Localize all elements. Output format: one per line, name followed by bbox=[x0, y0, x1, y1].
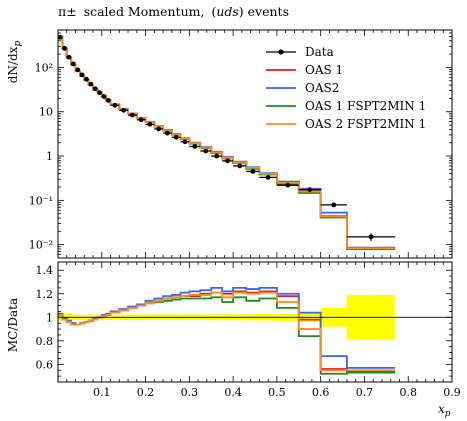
legend-label-3: OAS 2 FSPT2MIN 1 bbox=[305, 117, 426, 131]
main-frame bbox=[57, 29, 453, 259]
title-events-prefix: ( bbox=[211, 4, 216, 19]
x-axis-title-subscript: p bbox=[445, 409, 451, 419]
data-point-5 bbox=[79, 72, 85, 78]
y-tick-label: 10⁻² bbox=[29, 239, 53, 252]
ratio-y-tick-label: 1.4 bbox=[36, 264, 54, 277]
data-point-30 bbox=[331, 202, 337, 208]
data-point-13 bbox=[121, 107, 127, 113]
title-rest: scaled Momentum, bbox=[84, 4, 205, 19]
legend-data-marker bbox=[278, 49, 284, 55]
data-point-27 bbox=[265, 174, 271, 180]
data-point-17 bbox=[156, 126, 162, 132]
legend-data-label: Data bbox=[305, 45, 334, 59]
data-point-26 bbox=[250, 169, 256, 174]
chart-title: π± scaled Momentum, (uds) events bbox=[58, 4, 289, 19]
data-point-4 bbox=[75, 67, 81, 73]
data-point-3 bbox=[70, 61, 76, 67]
y-tick-label: 10 bbox=[39, 106, 53, 119]
legend: Data OAS 1 OAS2 OAS 1 FSPT2MIN 1 OAS 2 FSPT2… bbox=[266, 45, 426, 131]
data-point-0 bbox=[58, 34, 63, 40]
y-axis-title: dN/dxp bbox=[6, 41, 23, 84]
x-tick-label: 0.8 bbox=[399, 386, 417, 399]
data-point-1 bbox=[62, 45, 67, 51]
legend-label-2: OAS 1 FSPT2MIN 1 bbox=[305, 99, 426, 113]
data-point-14 bbox=[130, 112, 135, 118]
ratio-axis-title: MC/Data bbox=[6, 298, 20, 352]
data-point-15 bbox=[138, 117, 144, 123]
data-point-25 bbox=[237, 163, 243, 169]
data-point-29 bbox=[307, 187, 313, 192]
main-plot bbox=[58, 34, 396, 250]
y-tick-label: 10⁻¹ bbox=[29, 194, 53, 207]
x-tick-label: 0.6 bbox=[312, 386, 330, 399]
data-point-9 bbox=[97, 90, 102, 96]
data-point-6 bbox=[84, 76, 89, 82]
title-events-suffix: ) events bbox=[239, 4, 289, 19]
data-point-21 bbox=[192, 144, 198, 149]
data-point-7 bbox=[88, 81, 94, 87]
data-point-20 bbox=[182, 139, 188, 145]
data-point-10 bbox=[101, 94, 107, 99]
ratio-y-tick-label: 0.6 bbox=[36, 358, 54, 371]
ratio-y-tick-label: 1.2 bbox=[36, 288, 54, 301]
title-particle: π± bbox=[58, 4, 77, 19]
data-point-12 bbox=[112, 102, 118, 108]
x-tick-label: 0.5 bbox=[268, 386, 286, 399]
data-point-31 bbox=[368, 234, 374, 240]
y-axis-title-subscript: p bbox=[13, 41, 23, 47]
data-point-11 bbox=[105, 98, 111, 103]
data-point-19 bbox=[173, 134, 179, 140]
data-point-22 bbox=[203, 148, 209, 154]
title-process: uds bbox=[216, 4, 238, 19]
x-tick-label: 0.3 bbox=[181, 386, 199, 399]
data-point-2 bbox=[66, 54, 72, 60]
legend-label-0: OAS 1 bbox=[305, 63, 343, 77]
x-tick-label: 0.7 bbox=[356, 386, 374, 399]
y-tick-label: 10² bbox=[35, 61, 53, 74]
y-tick-label: 1 bbox=[46, 150, 53, 163]
legend-label-1: OAS2 bbox=[305, 81, 339, 95]
x-tick-label: 0.9 bbox=[443, 386, 461, 399]
ratio-y-tick-label: 0.8 bbox=[36, 335, 54, 348]
data-point-28 bbox=[285, 182, 291, 188]
x-axis-title: xp bbox=[438, 402, 451, 419]
x-tick-label: 0.4 bbox=[224, 386, 242, 399]
data-point-16 bbox=[147, 121, 153, 127]
data-point-23 bbox=[214, 153, 220, 159]
ratio-line-3 bbox=[58, 291, 396, 372]
data-point-8 bbox=[92, 86, 98, 92]
data-point-24 bbox=[225, 158, 231, 164]
x-tick-label: 0.2 bbox=[137, 386, 155, 399]
ratio-plot bbox=[58, 286, 452, 375]
ratio-y-tick-label: 1 bbox=[46, 311, 53, 324]
data-point-18 bbox=[165, 130, 170, 136]
ratio-frame bbox=[57, 261, 453, 383]
x-tick-label: 0.1 bbox=[93, 386, 111, 399]
